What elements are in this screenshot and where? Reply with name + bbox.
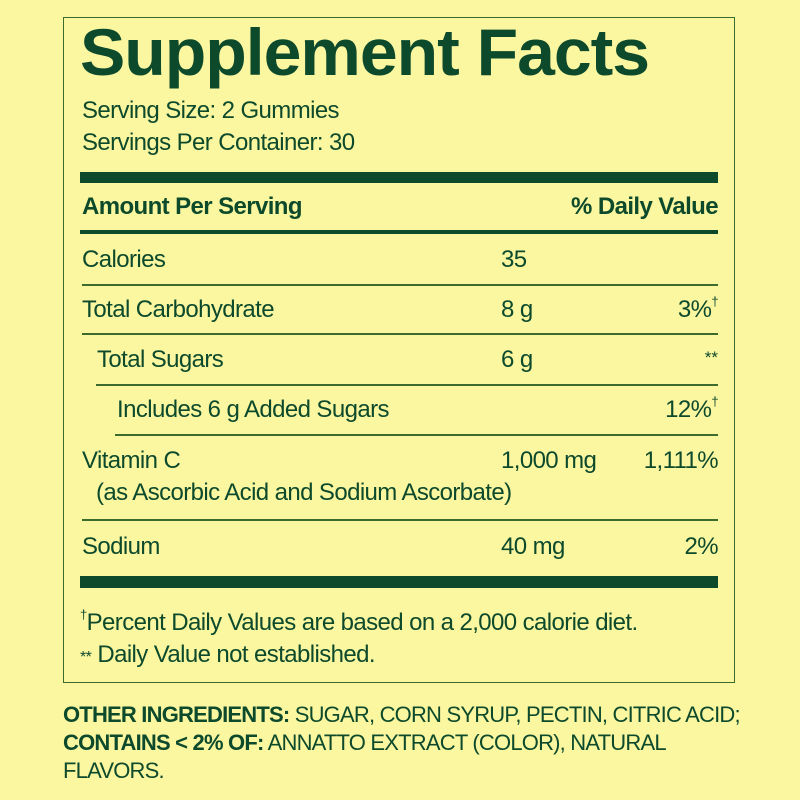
row-sugars-name: Total Sugars xyxy=(97,346,224,373)
row-sugars-dv: ** xyxy=(704,348,718,367)
row-sugars-amount: 6 g xyxy=(501,346,533,373)
footnote-dagger-text: Percent Daily Values are based on a 2,00… xyxy=(86,609,639,636)
footnote-stars-text: Daily Value not established. xyxy=(97,641,375,668)
row-calories-amount: 35 xyxy=(501,246,527,273)
row-divider xyxy=(115,434,718,436)
row-carb-amount: 8 g xyxy=(501,296,533,323)
row-divider xyxy=(82,519,718,521)
other-ingredients-text: SUGAR, CORN SYRUP, PECTIN, CITRIC ACID; xyxy=(289,702,741,727)
row-vitamin-c-source: (as Ascorbic Acid and Sodium Ascorbate) xyxy=(96,479,512,506)
row-divider xyxy=(82,333,718,335)
row-sodium-amount: 40 mg xyxy=(501,533,565,560)
stars-mark: ** xyxy=(80,649,92,666)
row-carb-name: Total Carbohydrate xyxy=(82,296,275,323)
other-ingredients-label: OTHER INGREDIENTS: xyxy=(63,702,290,727)
dagger-mark: † xyxy=(711,294,718,309)
footnote-stars: ** Daily Value not established. xyxy=(80,641,376,669)
dagger-mark: † xyxy=(711,394,718,409)
row-carb-dv: 3%† xyxy=(677,294,719,324)
other-ingredients: OTHER INGREDIENTS: SUGAR, CORN SYRUP, PE… xyxy=(63,701,743,785)
daily-value-header: % Daily Value xyxy=(571,193,719,220)
row-sodium-dv: 2% xyxy=(684,533,719,560)
thick-divider xyxy=(80,172,718,183)
row-added-sugars-dv: 12%† xyxy=(665,394,718,424)
contains-text: ANNATTO EXTRACT (COLOR), NATURAL FLAVORS… xyxy=(63,730,666,783)
thick-divider xyxy=(80,576,718,588)
supplement-facts-panel xyxy=(63,17,735,683)
row-vitamin-c-dv: 1,111% xyxy=(643,447,719,474)
servings-per-container: Servings Per Container: 30 xyxy=(82,129,355,156)
amount-per-serving-header: Amount Per Serving xyxy=(82,193,303,220)
row-calories-name: Calories xyxy=(82,246,166,273)
row-added-sugars-name: Includes 6 g Added Sugars xyxy=(117,396,389,423)
row-divider xyxy=(82,284,718,286)
dagger-mark: † xyxy=(80,607,87,622)
row-vitamin-c-name: Vitamin C xyxy=(82,447,181,474)
row-divider xyxy=(96,384,718,386)
panel-title: Supplement Facts xyxy=(80,15,650,89)
row-vitamin-c-amount: 1,000 mg xyxy=(501,447,597,474)
dv-value: 3% xyxy=(677,296,712,323)
row-sodium-name: Sodium xyxy=(82,533,160,560)
footnote-dagger: †Percent Daily Values are based on a 2,0… xyxy=(80,607,639,637)
contains-label: CONTAINS < 2% OF: xyxy=(63,730,264,755)
header-divider xyxy=(80,230,718,234)
dv-value: 12% xyxy=(665,396,712,423)
serving-size: Serving Size: 2 Gummies xyxy=(82,97,340,124)
